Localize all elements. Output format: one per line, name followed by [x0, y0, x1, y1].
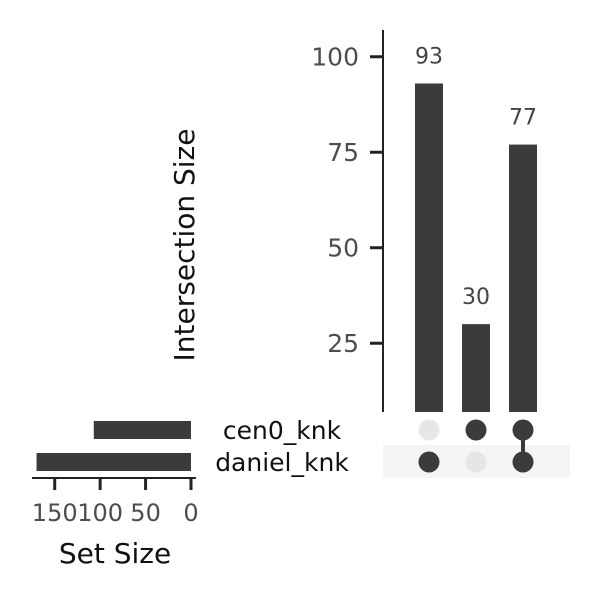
intersection-matrix	[418, 419, 534, 473]
matrix-dot-active	[512, 419, 534, 441]
set-size-tick-label: 0	[183, 499, 198, 527]
intersection-bar-label: 93	[415, 44, 443, 69]
matrix-dot-inactive	[418, 419, 440, 441]
intersection-bar-labels: 93 30 77	[415, 44, 537, 310]
matrix-dot-inactive	[465, 451, 487, 473]
matrix-dot-active	[465, 419, 487, 441]
intersection-bar-label: 30	[462, 285, 490, 310]
set-size-bars	[36, 421, 191, 471]
set-size-bar	[36, 453, 191, 471]
set-size-tick-label: 50	[130, 499, 161, 527]
set-name-label: cen0_knk	[223, 416, 342, 445]
set-size-axis-title: Set Size	[59, 537, 171, 570]
intersection-bars	[415, 83, 537, 412]
y-tick-label: 25	[327, 329, 359, 358]
intersection-bar	[462, 324, 490, 412]
set-size-bar	[93, 421, 191, 439]
y-tick-label: 75	[327, 138, 359, 167]
intersection-y-ticks: 25 50 75 100	[311, 43, 383, 358]
matrix-dot-active	[418, 451, 440, 473]
intersection-bar-label: 77	[509, 106, 537, 131]
set-name-label: daniel_knk	[215, 448, 349, 477]
set-size-tick-label: 100	[77, 499, 123, 527]
intersection-bar	[415, 83, 443, 412]
matrix-dot-active	[512, 451, 534, 473]
y-tick-label: 100	[311, 43, 359, 72]
intersection-y-axis-title: Intersection Size	[168, 129, 201, 362]
set-size-ticks: 150 100 50 0	[32, 478, 199, 527]
set-size-tick-label: 150	[32, 499, 78, 527]
set-name-labels: cen0_knk daniel_knk	[215, 416, 349, 477]
y-tick-label: 50	[327, 234, 359, 263]
intersection-bar	[509, 144, 537, 412]
